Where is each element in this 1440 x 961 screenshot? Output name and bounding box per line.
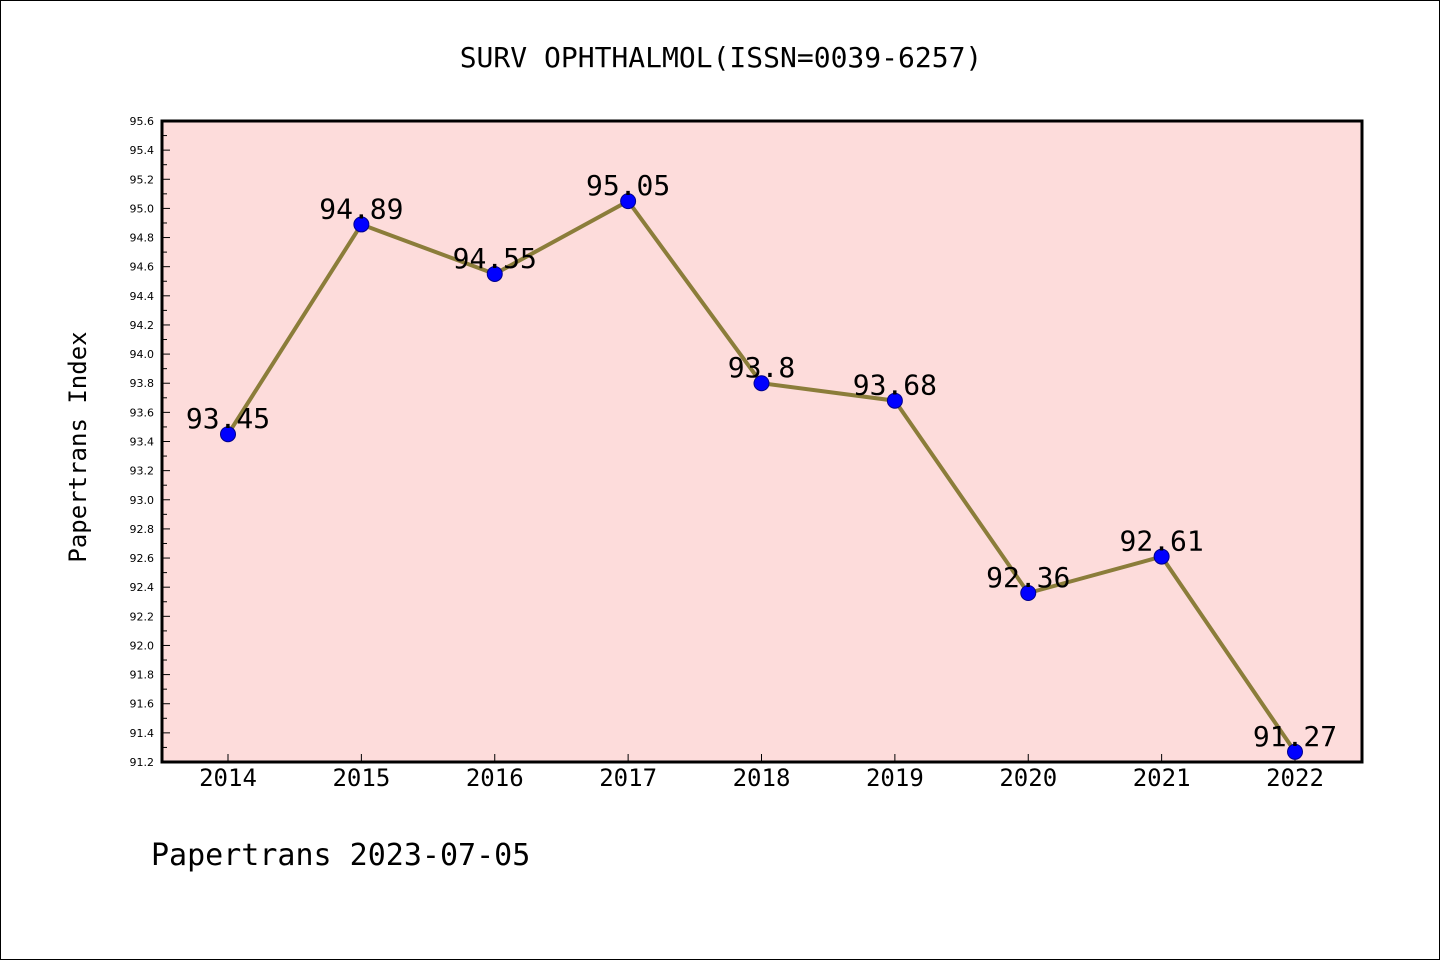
x-tick-label: 2020 bbox=[999, 764, 1057, 792]
y-tick-label: 95.2 bbox=[130, 173, 155, 186]
footer-text: Papertrans 2023-07-05 bbox=[151, 838, 530, 873]
data-point bbox=[620, 193, 637, 210]
data-point bbox=[353, 216, 370, 233]
y-tick-label: 94.4 bbox=[130, 290, 155, 303]
y-tick-label: 94.2 bbox=[130, 319, 155, 332]
y-tick-label: 91.8 bbox=[130, 669, 155, 682]
data-point bbox=[1020, 585, 1037, 602]
x-tick-label: 2018 bbox=[733, 764, 791, 792]
y-tick-label: 92.6 bbox=[130, 552, 155, 565]
y-tick-label: 93.0 bbox=[130, 494, 155, 507]
y-tick-label: 93.2 bbox=[130, 465, 155, 478]
data-label: 94.55 bbox=[453, 242, 537, 275]
y-tick-label: 93.4 bbox=[130, 436, 155, 449]
x-tick-label: 2014 bbox=[199, 764, 257, 792]
data-point bbox=[220, 426, 236, 443]
y-tick-label: 91.2 bbox=[130, 756, 155, 769]
data-point bbox=[753, 375, 770, 392]
data-label: 92.36 bbox=[986, 561, 1070, 594]
data-label: 91.27 bbox=[1253, 720, 1337, 753]
data-point bbox=[1153, 548, 1170, 565]
x-tick-label: 2019 bbox=[866, 764, 924, 792]
x-tick-label: 2017 bbox=[599, 764, 657, 792]
y-tick-label: 94.6 bbox=[130, 261, 155, 274]
x-tick-label: 2015 bbox=[332, 764, 390, 792]
y-tick-label: 94.0 bbox=[130, 348, 155, 361]
y-axis-label: Papertrans Index bbox=[64, 331, 92, 562]
x-tick-label: 2016 bbox=[466, 764, 524, 792]
data-label: 92.61 bbox=[1119, 525, 1203, 558]
x-tick-label: 2022 bbox=[1266, 764, 1324, 792]
y-tick-label: 93.8 bbox=[130, 377, 155, 390]
data-label: 93.8 bbox=[728, 351, 795, 384]
y-tick-label: 92.8 bbox=[130, 523, 155, 536]
y-tick-label: 92.0 bbox=[130, 639, 155, 652]
x-tick-label: 2021 bbox=[1133, 764, 1191, 792]
y-tick-label: 92.2 bbox=[130, 610, 155, 623]
data-point bbox=[486, 265, 503, 282]
data-point bbox=[1287, 743, 1303, 760]
y-tick-label: 95.4 bbox=[130, 144, 155, 157]
chart-title: SURV OPHTHALMOL(ISSN=0039-6257) bbox=[460, 41, 983, 74]
y-tick-label: 91.4 bbox=[130, 727, 155, 740]
y-tick-label: 94.8 bbox=[130, 232, 155, 245]
data-label: 93.45 bbox=[186, 402, 270, 435]
data-point bbox=[886, 392, 903, 409]
y-tick-label: 92.4 bbox=[130, 581, 155, 594]
y-tick-label: 95.6 bbox=[130, 115, 155, 128]
y-tick-label: 91.6 bbox=[130, 698, 155, 711]
y-tick-label: 93.6 bbox=[130, 406, 155, 419]
data-label: 95.05 bbox=[586, 169, 670, 202]
data-label: 94.89 bbox=[319, 192, 403, 225]
data-label: 93.68 bbox=[853, 369, 937, 402]
y-tick-label: 95.0 bbox=[130, 202, 155, 215]
